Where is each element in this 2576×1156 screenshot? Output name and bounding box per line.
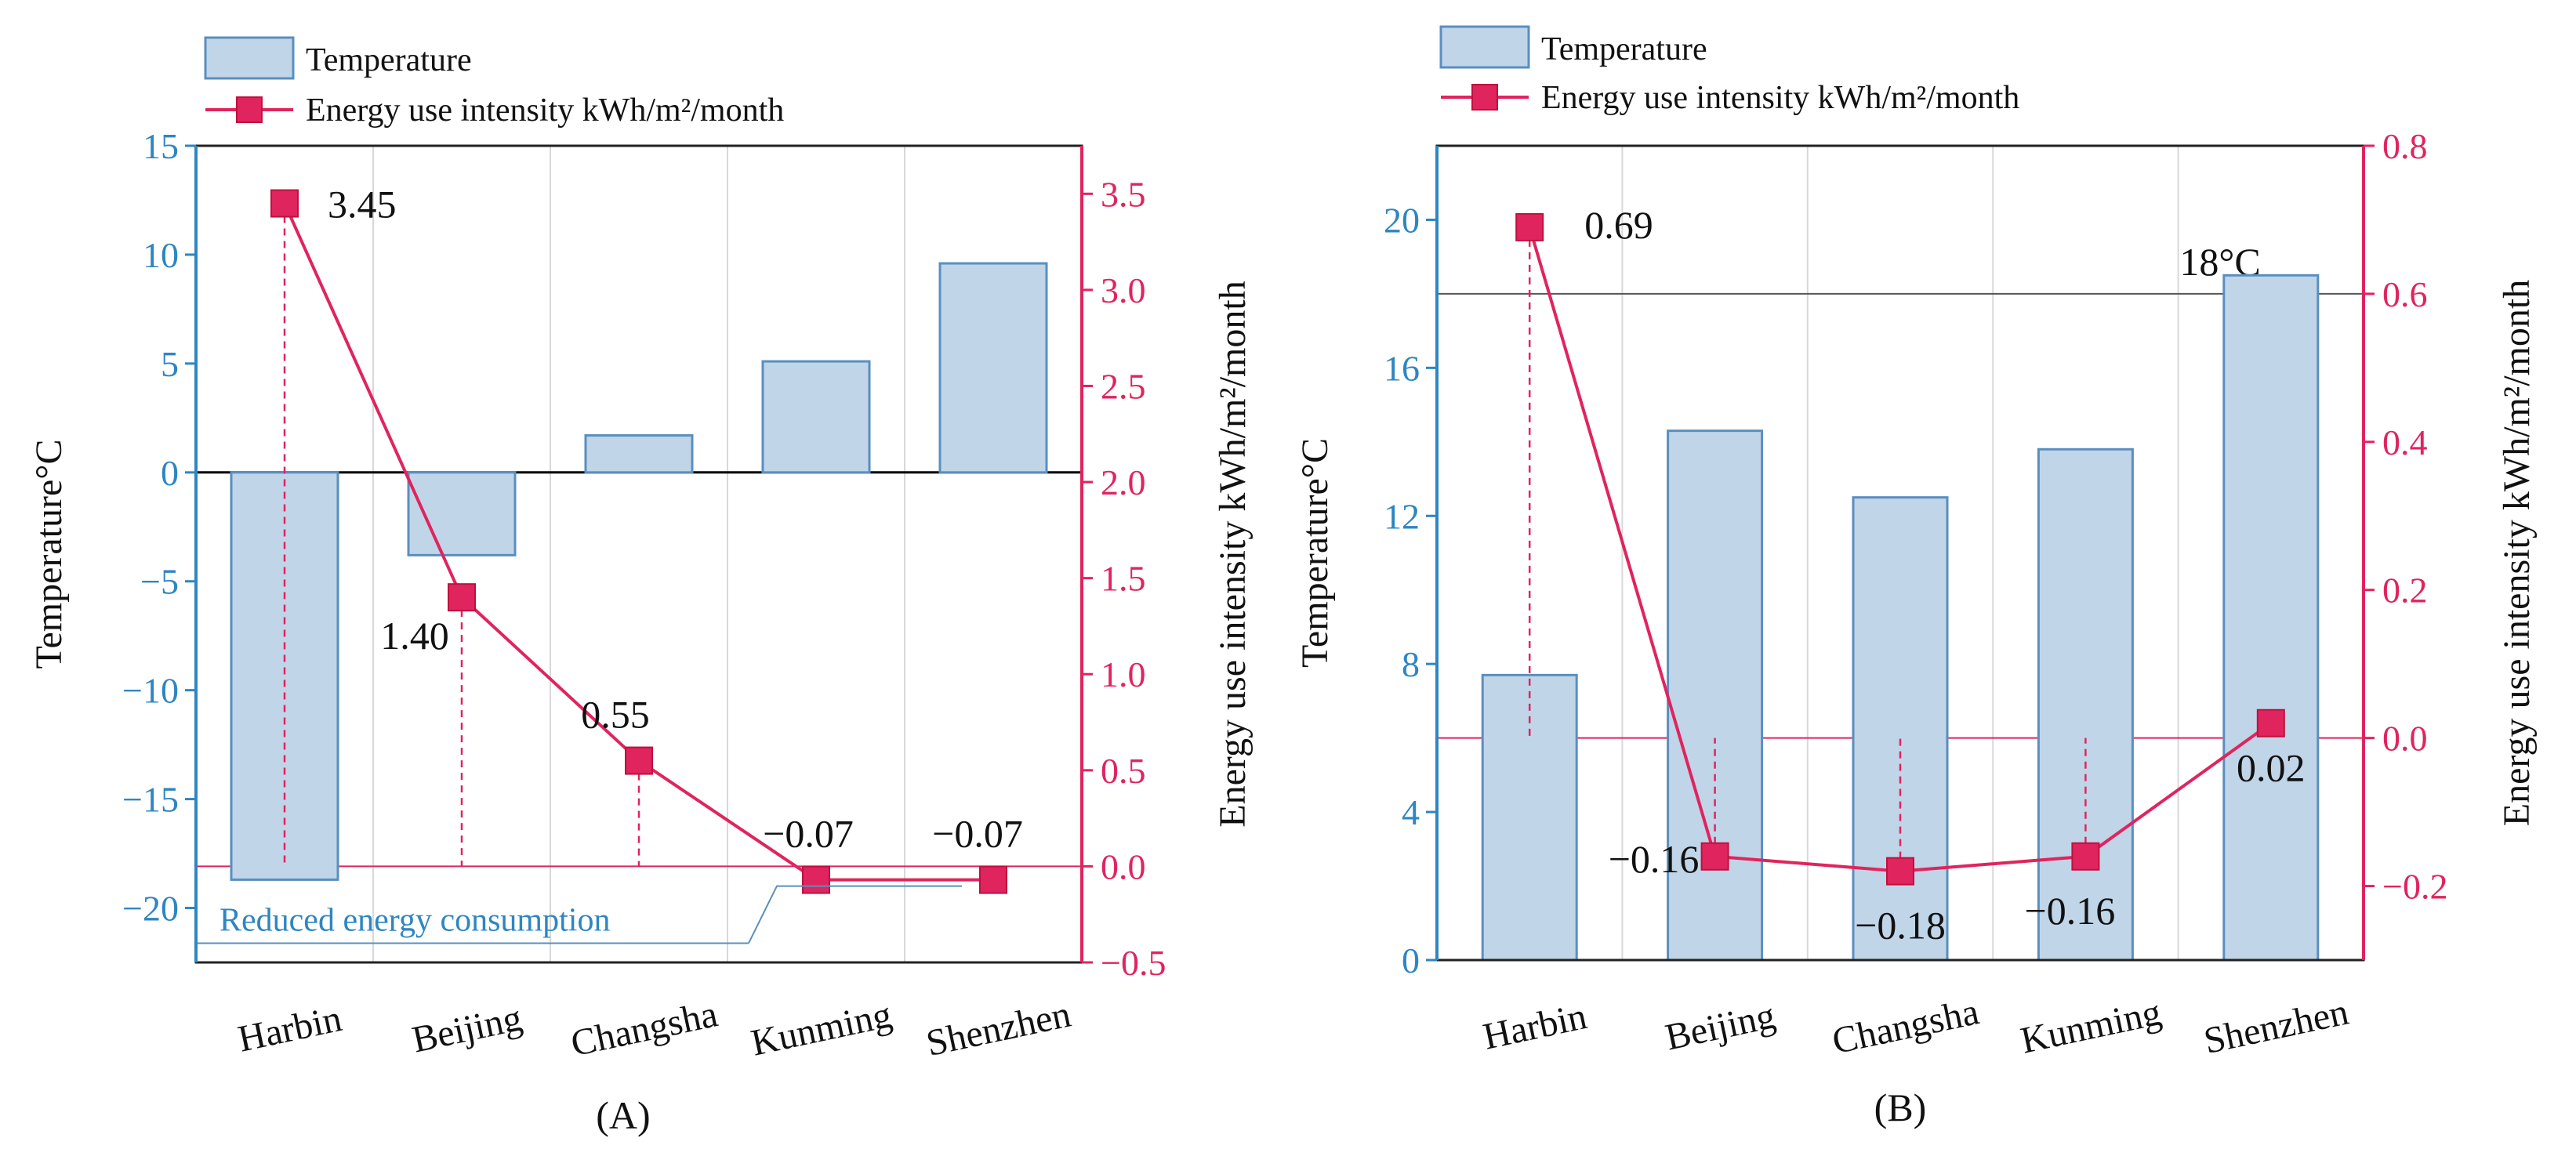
- panel-b-right-tick-label: −0.2: [2382, 867, 2447, 907]
- panel-b-energy-marker-changsha: [1886, 857, 1914, 886]
- panel-a-right-tick-label: 0.0: [1101, 846, 1146, 886]
- panel-b-bar-shenzhen: [2222, 274, 2320, 962]
- panel-a-data-label-shenzhen: −0.07: [932, 812, 1023, 856]
- panel-b-right-tick-label: 0.0: [2382, 719, 2428, 759]
- panel-b-data-label-harbin: 0.69: [1584, 203, 1653, 247]
- panel-b-bar-kunming: [2037, 448, 2134, 962]
- panel-a-data-label-changsha: 0.55: [581, 693, 650, 737]
- legend-a-temperature-label: Temperature: [306, 42, 472, 78]
- panel-a-right-tick-label: 1.0: [1101, 654, 1146, 694]
- panel-a-bar-changsha: [584, 434, 694, 474]
- panel-a-left-tick-label: −15: [122, 780, 179, 820]
- panel-a-data-label-harbin: 3.45: [328, 183, 397, 226]
- panel-a-category-label-shenzhen: Shenzhen: [923, 994, 1075, 1065]
- panel-a-right-tick-label: −0.5: [1101, 943, 1166, 983]
- panel-b-category-label-beijing: Beijing: [1662, 995, 1779, 1058]
- panel-a-energy-marker-changsha: [625, 746, 653, 775]
- panel-b-right-axis-title: Energy use intensity kWh/m²/month: [2496, 280, 2538, 826]
- panel-b: 18°C0.69−0.16−0.18 −0.160.022016128400.80…: [1294, 126, 2538, 1129]
- panel-a-right-tick-label: 2.5: [1101, 366, 1146, 406]
- panel-b-right-tick-label: 0.8: [2382, 126, 2428, 166]
- legend-b-temperature-swatch: [1439, 25, 1530, 69]
- legend-a-energy-marker: [236, 96, 263, 123]
- panel-a-right-tick-label: 3.5: [1101, 174, 1146, 214]
- panel-a-left-tick-label: 10: [143, 235, 179, 275]
- panel-a-right-tick-label: 1.5: [1101, 559, 1146, 599]
- panel-b-label: (B): [1874, 1085, 1927, 1129]
- panel-a-left-tick-label: −5: [140, 562, 179, 602]
- panel-a-bar-kunming: [761, 360, 871, 474]
- legend-b-energy-label: Energy use intensity kWh/m²/month: [1541, 80, 2019, 116]
- panel-a-left-tick-label: −20: [122, 889, 179, 929]
- panel-b-left-tick-label: 4: [1402, 792, 1420, 832]
- legend-b: Temperature Energy use intensity kWh/m²/…: [1439, 25, 2019, 116]
- panel-a-left-tick-label: 5: [161, 344, 179, 384]
- panel-a-bar-shenzhen: [938, 262, 1048, 474]
- panel-b-category-label-kunming: Kunming: [2017, 991, 2164, 1062]
- panel-b-left-tick-label: 16: [1384, 348, 1420, 388]
- panel-b-right-tick-label: 0.2: [2382, 571, 2428, 611]
- panel-b-data-label-shenzhen: 0.02: [2237, 746, 2306, 790]
- panel-b-category-label-changsha: Changsha: [1829, 991, 1983, 1062]
- panel-b-left-tick-label: 0: [1402, 940, 1420, 980]
- panel-b-left-tick-label: 12: [1384, 496, 1420, 536]
- panel-a-annotation-text: Reduced energy consumption: [220, 902, 610, 938]
- panel-b-data-label-changsha: −0.18: [1855, 904, 1946, 948]
- panel-b-left-tick-label: 8: [1402, 644, 1420, 684]
- panel-a-annotation-connector: [748, 885, 962, 944]
- panel-b-energy-marker-kunming: [2071, 842, 2100, 871]
- panel-b-category-label-harbin: Harbin: [1479, 995, 1590, 1058]
- panel-b-energy-marker-beijing: [1700, 842, 1729, 871]
- legend-a-temperature-swatch: [204, 36, 295, 80]
- panel-a-right-tick-label: 3.0: [1101, 270, 1146, 310]
- panel-a-energy-marker-shenzhen: [979, 865, 1007, 894]
- legend-b-temperature-label: Temperature: [1541, 31, 1707, 67]
- panel-a-right-tick-label: 2.0: [1101, 462, 1146, 502]
- panel-a-left-tick-label: 0: [161, 453, 179, 493]
- panel-b-left-axis-title: Temperature°C: [1294, 438, 1336, 668]
- panel-a-category-label-harbin: Harbin: [234, 998, 345, 1060]
- panel-b-data-label-beijing: −0.16: [1609, 837, 1700, 881]
- panel-a-bar-beijing: [407, 471, 517, 556]
- legend-a-energy-label: Energy use intensity kWh/m²/month: [306, 92, 784, 129]
- panel-a-data-label-kunming: −0.07: [763, 812, 854, 856]
- panel-a-data-label-beijing: 1.40: [380, 614, 449, 658]
- panel-b-bar-changsha: [1852, 496, 1949, 962]
- panel-a-category-label-kunming: Kunming: [748, 994, 895, 1064]
- legend-b-energy-marker: [1471, 84, 1498, 111]
- panel-a-left-axis-title: Temperature°C: [28, 439, 70, 669]
- panel-b-bar-beijing: [1667, 429, 1764, 962]
- panel-b-data-label-kunming: −0.16: [2025, 889, 2116, 933]
- panel-a-category-label-changsha: Changsha: [568, 993, 721, 1064]
- panel-b-right-tick-label: 0.6: [2382, 274, 2428, 314]
- panel-a-category-label-beijing: Beijing: [408, 997, 525, 1060]
- panel-b-energy-marker-harbin: [1515, 212, 1544, 241]
- panel-b-category-label-shenzhen: Shenzhen: [2200, 991, 2353, 1063]
- panel-b-left-tick-label: 20: [1384, 200, 1420, 240]
- panel-a-label: (A): [596, 1093, 650, 1137]
- panel-b-right-tick-label: 0.4: [2382, 422, 2428, 462]
- panel-a-right-tick-label: 0.5: [1101, 751, 1146, 791]
- panel-a-energy-marker-harbin: [270, 189, 299, 218]
- legend-a: Temperature Energy use intensity kWh/m²/…: [204, 36, 784, 129]
- panel-a-energy-marker-kunming: [802, 865, 830, 894]
- panel-a-right-axis-title: Energy use intensity kWh/m²/month: [1212, 281, 1254, 827]
- panel-a-energy-marker-beijing: [448, 583, 476, 612]
- panel-b-energy-marker-shenzhen: [2256, 708, 2285, 737]
- panel-a-left-tick-label: −10: [122, 671, 179, 711]
- panel-a-left-tick-label: 15: [143, 126, 179, 166]
